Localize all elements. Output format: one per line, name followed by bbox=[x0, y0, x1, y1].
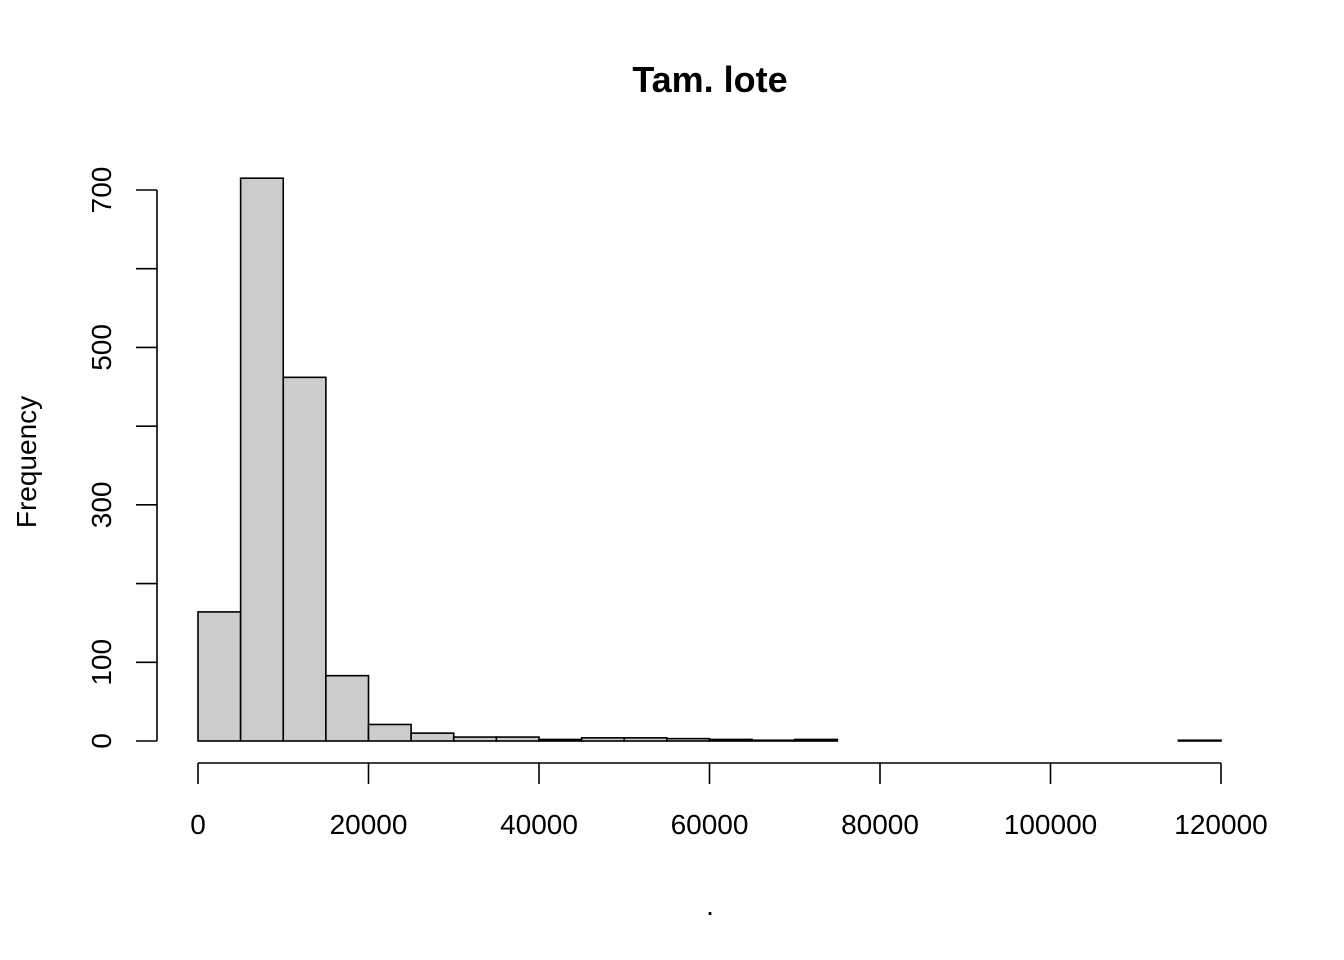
histogram-bar bbox=[452, 736, 498, 742]
y-tick-label: 700 bbox=[86, 167, 117, 214]
x-tick-label: 120000 bbox=[1174, 809, 1267, 840]
x-tick-label: 0 bbox=[190, 809, 206, 840]
x-tick-label: 20000 bbox=[330, 809, 408, 840]
histogram-bar bbox=[410, 732, 455, 742]
x-tick-label: 80000 bbox=[841, 809, 919, 840]
y-tick-label: 0 bbox=[86, 733, 117, 749]
histogram-bar bbox=[197, 611, 242, 742]
histogram-bar bbox=[751, 739, 796, 742]
histogram-bar bbox=[367, 723, 412, 742]
histogram-bar bbox=[666, 737, 711, 742]
histogram-bar bbox=[325, 674, 370, 742]
histogram-bar bbox=[580, 737, 626, 742]
histogram-bar bbox=[282, 376, 327, 742]
y-tick-label: 300 bbox=[86, 481, 117, 528]
x-axis: 0 20000 40000 60000 80000 100000 120000 bbox=[190, 762, 1268, 840]
x-axis-label: . bbox=[706, 890, 714, 921]
bars-group bbox=[197, 177, 1222, 742]
x-tick-label: 60000 bbox=[671, 809, 749, 840]
histogram-bar bbox=[708, 738, 753, 742]
x-tick-label: 100000 bbox=[1004, 809, 1097, 840]
y-tick-label: 500 bbox=[86, 324, 117, 371]
histogram-bar bbox=[1177, 739, 1222, 742]
y-axis-label: Frequency bbox=[11, 396, 42, 528]
chart-title: Tam. lote bbox=[632, 59, 787, 100]
y-axis: 0 100 300 500 700 bbox=[86, 167, 158, 749]
histogram-bar bbox=[623, 737, 668, 742]
histogram-bar bbox=[495, 736, 540, 742]
x-tick-label: 40000 bbox=[500, 809, 578, 840]
histogram-bar bbox=[793, 738, 839, 742]
histogram-bar bbox=[538, 738, 583, 742]
histogram-bar bbox=[239, 177, 285, 742]
y-tick-label: 100 bbox=[86, 639, 117, 686]
